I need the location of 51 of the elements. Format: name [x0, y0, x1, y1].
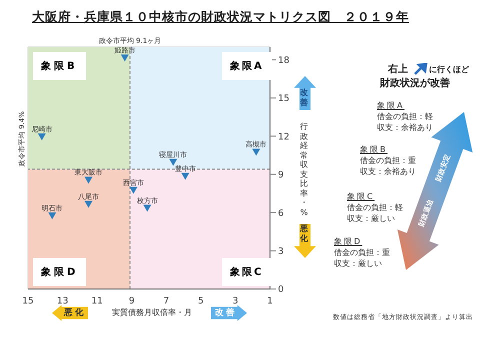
text: 財政状況が改善: [380, 76, 450, 90]
x-axis-title: 実質債務月収倍率・月: [112, 307, 192, 318]
text: 象限C: [347, 191, 375, 202]
text: 改善: [215, 307, 237, 319]
annotation: 象限C: [222, 258, 272, 286]
point: [48, 212, 56, 220]
text: 借金の負担：重: [360, 155, 416, 166]
text: 借金の負担：軽: [347, 202, 403, 213]
text: 収支：余裕あり: [377, 122, 433, 133]
text: 収支：余裕あり: [360, 166, 416, 177]
text: 象限D: [334, 236, 362, 247]
annotation: 象限A: [222, 52, 272, 80]
text: 右上: [388, 62, 408, 76]
y-tick-label: 12: [278, 132, 290, 142]
y-tick-label: 6: [278, 208, 284, 219]
x-tick-label: 5: [198, 296, 204, 306]
chart-title: 大阪府・兵庫県１０中核市の財政状況マトリクス図 ２０１９年: [32, 9, 409, 26]
text: 象限A: [377, 100, 404, 111]
annotation: 象限D: [33, 258, 86, 286]
y-tick-label: 15: [278, 94, 290, 104]
y-tick-label: 3: [278, 246, 284, 257]
y-tick-label: 18: [278, 56, 290, 66]
text: 改善: [300, 88, 309, 108]
point: [252, 148, 260, 156]
y-tick-label: 9: [278, 170, 284, 181]
x-tick-label: 15: [22, 296, 34, 306]
text: 悪化: [64, 307, 86, 319]
text: 収支：厳しい: [347, 213, 395, 224]
point: [120, 54, 129, 62]
x-tick-label: 11: [91, 296, 103, 306]
y-tick-label: 0: [278, 285, 284, 296]
point: [84, 176, 92, 184]
text: に行くほど: [429, 64, 469, 75]
point: [143, 204, 152, 212]
x-tick-label: 13: [56, 296, 68, 306]
point: [169, 158, 178, 166]
x-tick-label: 7: [163, 296, 170, 306]
text: 収支：厳しい: [334, 258, 382, 269]
point: [129, 186, 138, 194]
point: [181, 172, 190, 180]
text: 行政経常収支比率・%: [300, 122, 308, 216]
x-tick-label: 9: [128, 296, 135, 306]
x-tick-label: 1: [267, 296, 273, 306]
point: [84, 200, 92, 208]
annotation: 象限B: [33, 52, 86, 80]
text: 象限B: [360, 144, 388, 155]
text: 借金の負担：軽: [377, 111, 433, 122]
point: [38, 133, 46, 140]
text: 悪化: [300, 224, 309, 244]
x-tick-label: 3: [232, 296, 238, 306]
text: 借金の負担：重: [334, 247, 390, 258]
